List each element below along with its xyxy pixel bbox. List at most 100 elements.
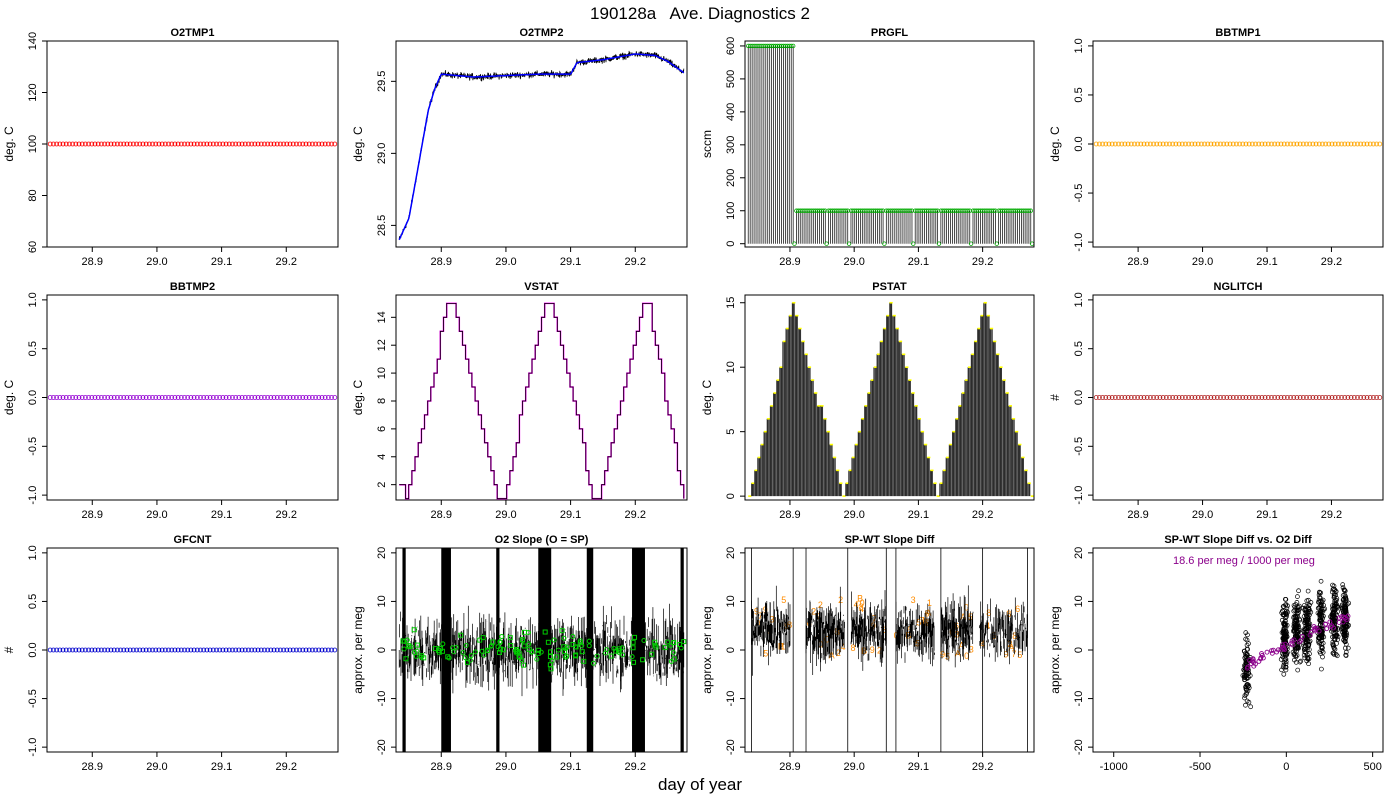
data-point	[1293, 615, 1299, 621]
data-point	[1292, 604, 1298, 610]
digit-label: B	[857, 593, 863, 603]
data-point	[1119, 395, 1125, 400]
data-point	[1240, 395, 1246, 400]
data-point	[1245, 682, 1251, 687]
data-point	[631, 659, 637, 665]
data-point	[573, 652, 579, 658]
data-point	[175, 141, 181, 147]
x-tick-label: 28.9	[779, 761, 800, 773]
data-point	[1294, 632, 1300, 637]
data-point	[1218, 395, 1223, 400]
data-point	[1342, 395, 1348, 400]
fit-annotation: 18.6 per meg / 1000 per meg	[1173, 555, 1315, 567]
data-point	[1303, 646, 1308, 652]
fit-point	[1328, 623, 1334, 629]
panel-vstat: VSTAT deg. C 28.9 29.0 29.1 29.2 2 4 6 8 10 12 14	[351, 281, 688, 521]
y-tick-label: 20	[725, 547, 737, 559]
data-point	[137, 647, 143, 653]
data-point	[60, 647, 66, 653]
digit-label: A	[1008, 643, 1014, 653]
panel-title: PRGFL	[871, 27, 909, 39]
data-point	[479, 648, 485, 654]
data-point	[1106, 395, 1112, 400]
data-point	[63, 647, 69, 653]
data-point	[561, 644, 567, 650]
data-point	[329, 395, 334, 400]
data-point	[652, 642, 658, 648]
data-point	[1335, 634, 1341, 640]
digit-label: 5	[1017, 650, 1022, 660]
data-point	[207, 141, 213, 147]
data-point	[1301, 652, 1307, 658]
data-point	[1294, 625, 1299, 630]
digit-label: 4	[907, 624, 912, 634]
data-point	[153, 647, 159, 653]
x-tick-label: 29.2	[972, 509, 993, 521]
plot-area	[1093, 141, 1383, 147]
data-point	[111, 141, 117, 147]
panel-gfcnt: GFCNT #28.9 29.0 29.1 29.2 -1.0 -0.5 0.0 0.5 1.0	[2, 534, 339, 773]
data-point	[1339, 141, 1344, 147]
x-tick-label: 29.1	[560, 256, 581, 268]
data-point	[79, 647, 85, 653]
digit-label: 5	[781, 595, 786, 605]
data-point	[414, 648, 420, 654]
data-point	[632, 634, 638, 640]
data-point	[1297, 395, 1303, 400]
data-point	[1317, 635, 1323, 641]
data-point	[73, 647, 79, 653]
data-point	[1291, 141, 1297, 147]
data-point	[92, 141, 98, 147]
data-point	[1302, 602, 1307, 608]
data-point	[1278, 141, 1284, 147]
data-point	[150, 395, 155, 400]
data-point	[507, 635, 513, 641]
plot-area	[1093, 395, 1383, 400]
data-point	[79, 395, 85, 400]
y-tick-label: 0.0	[1073, 390, 1085, 405]
data-point	[1116, 141, 1121, 147]
digit-label: 0	[964, 603, 969, 613]
y-axis-label: sccm	[700, 130, 714, 158]
data-point	[114, 395, 120, 400]
data-point	[1343, 601, 1348, 607]
y-tick-label: 1.0	[27, 292, 39, 307]
fit-point	[1299, 633, 1305, 639]
data-point	[294, 647, 299, 653]
data-point	[137, 395, 143, 400]
data-point	[1332, 395, 1338, 400]
digit-label: 3	[969, 645, 974, 655]
data-point	[60, 395, 66, 400]
digit-label: 0	[860, 598, 865, 608]
data-point	[1306, 624, 1311, 630]
data-point	[1340, 585, 1346, 590]
y-tick-label: 28.5	[376, 215, 388, 236]
fit-point	[1269, 648, 1274, 654]
data-point	[1246, 395, 1252, 400]
y-axis-label: #	[1048, 394, 1062, 401]
digit-label: 1	[780, 641, 785, 651]
data-point	[1283, 656, 1289, 662]
x-tick-label: 28.9	[431, 509, 452, 521]
data-point	[57, 395, 63, 400]
data-point	[551, 637, 557, 643]
data-point	[1283, 659, 1289, 665]
y-tick-label: 200	[725, 169, 737, 187]
data-point	[92, 395, 98, 400]
panel-title: SP-WT Slope Diff	[845, 534, 935, 546]
data-point	[1304, 598, 1310, 604]
data-point	[246, 395, 251, 400]
data-point	[118, 647, 123, 653]
data-point	[1364, 395, 1370, 400]
data-point	[1329, 395, 1335, 400]
y-axis-label: deg. C	[700, 379, 714, 415]
data-point	[127, 395, 133, 400]
data-point	[436, 649, 442, 655]
data-point	[1221, 141, 1227, 147]
data-point	[1192, 395, 1198, 400]
data-point	[1377, 395, 1383, 400]
digit-label: 9	[940, 650, 945, 660]
data-point	[201, 647, 207, 653]
data-point	[319, 647, 325, 653]
data-point	[127, 647, 133, 653]
